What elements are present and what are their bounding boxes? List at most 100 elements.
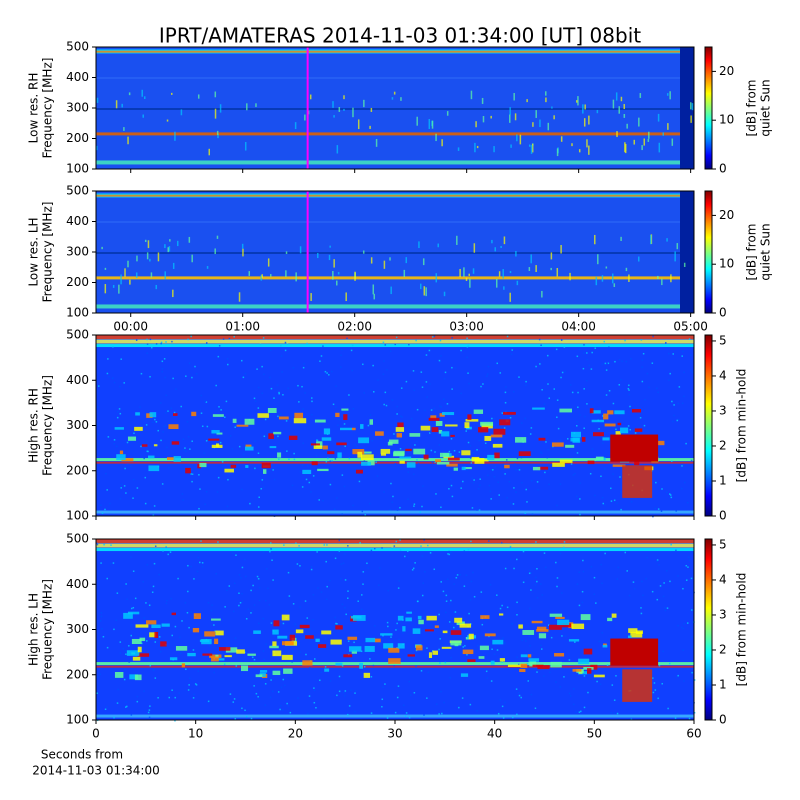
spectrogram-speck	[382, 373, 385, 375]
spectrogram-speck	[453, 583, 455, 585]
spectrogram-speck	[257, 696, 259, 698]
spectrogram-blob	[399, 460, 405, 464]
spectrogram-speck	[381, 547, 383, 549]
spectrogram-speck	[671, 400, 673, 403]
spectrogram-speck	[640, 607, 642, 609]
spectrogram-speck	[593, 593, 596, 596]
spectrogram-speck	[383, 260, 386, 269]
spectrogram-blob	[343, 654, 353, 658]
spectrogram-speck	[119, 652, 122, 654]
spectrogram-speck	[373, 293, 375, 300]
spectrogram-speck	[515, 688, 518, 690]
spectrogram-speck	[657, 697, 659, 700]
spectrogram-blob	[536, 629, 549, 632]
spectrogram-speck	[499, 699, 502, 701]
spectrogram-blob	[432, 650, 439, 655]
spectrogram-speck	[435, 273, 438, 283]
spectrogram-speck	[615, 428, 617, 431]
spectrogram-speck	[278, 391, 280, 394]
spectrogram-speck	[270, 542, 272, 544]
spectrogram-speck	[640, 339, 643, 341]
spectrogram-speck	[287, 638, 290, 641]
spectrogram-speck	[449, 603, 451, 606]
spectrogram-speck	[513, 92, 515, 101]
spectrogram-speck	[171, 634, 173, 637]
spectrogram-speck	[467, 441, 470, 444]
spectrogram-blob	[244, 446, 254, 451]
spectrogram-speck	[520, 696, 522, 699]
spectrogram-speck	[693, 679, 696, 681]
spectrogram-speck	[484, 621, 486, 623]
spectrogram-speck	[294, 623, 296, 626]
colorbar-label: [dB] from	[745, 80, 759, 137]
spectrogram-speck	[398, 580, 400, 582]
spectrogram-speck	[563, 546, 565, 549]
spectrogram-speck	[482, 116, 485, 123]
spectrogram-speck	[295, 542, 297, 544]
spectrogram-speck	[386, 368, 388, 371]
spectrogram-speck	[270, 548, 272, 550]
spectrogram-speck	[112, 346, 114, 348]
spectrogram-speck	[301, 385, 303, 388]
spectrogram-blob	[161, 623, 170, 627]
spectrogram-speck	[113, 381, 116, 384]
spectrogram-speck	[302, 408, 304, 410]
spectrogram-band	[96, 539, 694, 543]
spectrogram-speck	[451, 388, 453, 390]
spectrogram-speck	[658, 563, 660, 566]
colorbar	[704, 334, 713, 517]
spectrogram-speck	[125, 583, 127, 585]
spectrogram-speck	[132, 606, 135, 609]
spectrogram-speck	[146, 343, 149, 345]
spectrogram-speck	[501, 412, 504, 414]
spectrogram-speck	[316, 439, 319, 442]
spectrogram-speck	[153, 505, 156, 507]
spectrogram-speck	[98, 385, 100, 387]
spectrogram-speck	[522, 550, 525, 553]
spectrogram-speck	[517, 663, 520, 666]
spectrogram-speck	[560, 245, 562, 254]
spectrogram-blob	[153, 444, 158, 447]
spectrogram-speck	[681, 463, 684, 466]
spectrogram-speck	[691, 609, 693, 611]
spectrogram-speck	[324, 638, 327, 640]
spectrogram-speck	[550, 464, 553, 466]
spectrogram-speck	[414, 444, 416, 446]
spectrogram-speck	[133, 432, 135, 435]
spectrogram-speck	[287, 387, 290, 390]
spectrogram-speck	[526, 501, 528, 503]
spectrogram-speck	[669, 493, 671, 495]
spectrogram-band	[96, 50, 694, 53]
colorbar-tick-label: 10	[719, 257, 734, 271]
spectrogram-speck	[624, 551, 627, 554]
spectrogram-speck	[125, 653, 127, 655]
spectrogram-speck	[394, 343, 396, 346]
spectrogram-speck	[267, 258, 270, 267]
spectrogram-speck	[657, 391, 659, 394]
spectrogram-speck	[485, 445, 487, 448]
spectrogram-speck	[386, 717, 389, 719]
spectrogram-speck	[563, 346, 566, 348]
spectrogram-speck	[313, 687, 315, 689]
spectrogram-blob	[431, 427, 439, 433]
spectrogram-speck	[104, 708, 107, 711]
spectrogram-speck	[493, 347, 495, 349]
spectrogram-speck	[576, 583, 579, 585]
spectrogram-speck	[683, 395, 685, 398]
spectrogram-speck	[187, 590, 189, 593]
spectrogram-blob	[375, 431, 384, 436]
spectrogram-speck	[602, 442, 604, 444]
spectrogram-speck	[288, 458, 290, 461]
spectrogram	[96, 191, 694, 313]
spectrogram-speck	[345, 613, 347, 616]
spectrogram-speck	[277, 691, 280, 693]
spectrogram-speck	[492, 469, 494, 471]
spectrogram-speck	[429, 552, 432, 554]
spectrogram-speck	[561, 635, 563, 637]
spectrogram-speck	[205, 490, 208, 493]
spectrogram-speck	[671, 460, 673, 462]
spectrogram-speck	[690, 102, 692, 110]
spectrogram-speck	[576, 421, 578, 423]
spectrogram-blob	[607, 410, 614, 415]
y-tick-label: 300	[66, 245, 89, 259]
